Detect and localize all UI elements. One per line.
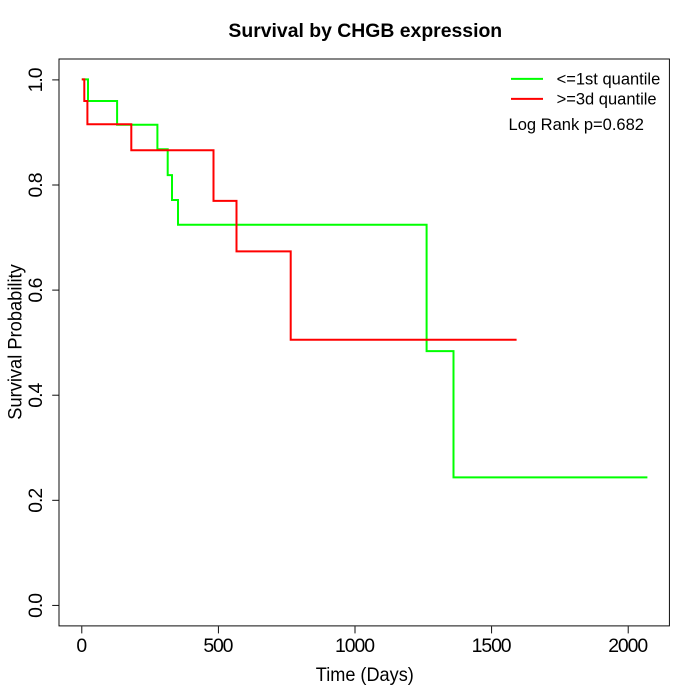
svg-text:Time (Days): Time (Days) <box>316 664 414 686</box>
svg-text:500: 500 <box>203 635 233 657</box>
svg-text:1.0: 1.0 <box>25 67 47 92</box>
svg-text:<=1st quantile: <=1st quantile <box>557 71 661 89</box>
svg-text:2000: 2000 <box>608 635 648 657</box>
svg-text:Log Rank p=0.682: Log Rank p=0.682 <box>509 115 645 134</box>
svg-text:0.8: 0.8 <box>25 173 47 198</box>
svg-text:0.6: 0.6 <box>25 278 47 303</box>
svg-text:0.0: 0.0 <box>25 593 47 618</box>
svg-text:>=3d quantile: >=3d quantile <box>557 91 657 109</box>
svg-text:Survival Probability: Survival Probability <box>4 264 26 420</box>
svg-text:1000: 1000 <box>335 635 375 657</box>
svg-text:0.2: 0.2 <box>25 488 47 513</box>
svg-text:1500: 1500 <box>472 635 512 657</box>
svg-text:0.4: 0.4 <box>25 382 47 407</box>
svg-text:0: 0 <box>76 635 87 657</box>
svg-text:Survival by CHGB expression: Survival by CHGB expression <box>228 20 502 42</box>
